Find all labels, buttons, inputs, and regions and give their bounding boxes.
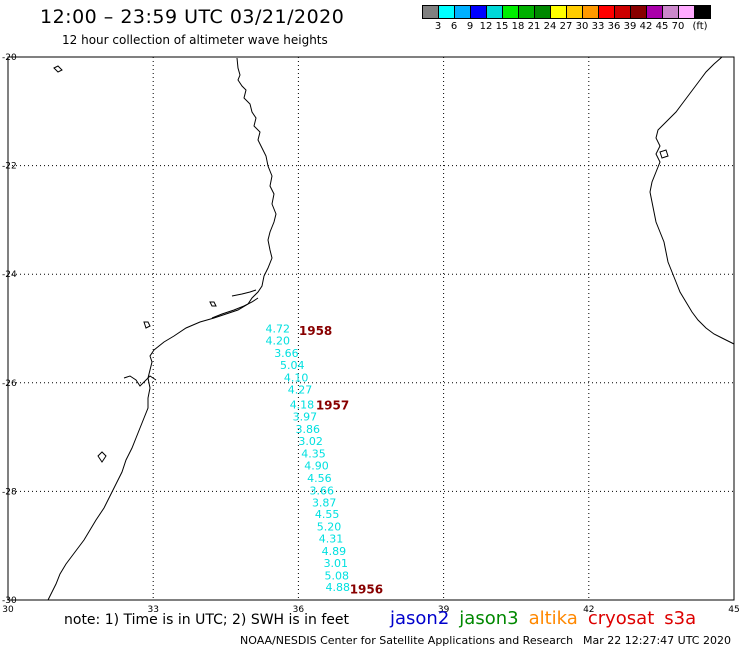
color-scale-label: 36	[607, 21, 621, 32]
longitude-tick-label: 33	[147, 605, 158, 615]
map-frame	[7, 56, 735, 601]
color-scale-label: (ft)	[692, 21, 708, 32]
color-scale-label: 45	[655, 21, 669, 32]
satellite-legend-jason3: jason3	[459, 608, 519, 629]
swh-value: 4.31	[319, 533, 344, 546]
pass-time-label: 1958	[299, 324, 332, 338]
swh-value: 4.18	[290, 399, 315, 412]
lake	[97, 451, 107, 463]
swh-value: 4.10	[284, 371, 309, 384]
latitude-tick-label: -30	[2, 596, 17, 606]
color-scale-label: 27	[559, 21, 573, 32]
swh-value: 4.27	[288, 383, 313, 396]
color-scale-label: 18	[511, 21, 525, 32]
island	[53, 65, 63, 73]
satellite-legend-jason2: jason2	[390, 608, 450, 629]
axis-labels: 30 33 36 39 42 45 -20 -22 -24 -26 -28 -30	[2, 53, 740, 615]
pass-time-label: 1957	[316, 399, 349, 413]
color-scale-label: 70	[671, 21, 685, 32]
color-scale	[422, 5, 711, 19]
color-swatch	[694, 5, 711, 19]
latitude-tick-label: -20	[2, 53, 17, 63]
island	[209, 301, 217, 307]
swh-value: 3.66	[310, 484, 335, 497]
color-scale-label: 42	[639, 21, 653, 32]
color-scale-label: 12	[479, 21, 493, 32]
longitude-tick-label: 42	[583, 605, 594, 615]
swh-value: 4.72	[265, 323, 290, 336]
longitude-tick-label: 45	[728, 605, 739, 615]
swh-value: 4.89	[322, 545, 347, 558]
africa-coastline	[47, 57, 277, 601]
color-scale-label: 30	[575, 21, 589, 32]
latitude-tick-label: -22	[2, 162, 17, 172]
coastline-bay	[211, 297, 259, 319]
color-scale-label: 3	[434, 21, 442, 32]
grid-lines	[8, 57, 734, 600]
island	[143, 321, 151, 329]
swh-value: 4.55	[315, 508, 340, 521]
swh-value: 4.56	[307, 472, 332, 485]
generation-timestamp: Mar 22 12:27:47 UTC 2020	[583, 634, 731, 647]
swh-value: 3.01	[324, 557, 349, 570]
longitude-tick-label: 30	[2, 605, 14, 615]
swh-value: 4.20	[265, 334, 290, 347]
madagascar-coastline	[649, 56, 735, 345]
swh-value: 5.08	[325, 570, 350, 583]
color-scale-label: 9	[466, 21, 474, 32]
pass-time-labels: 1958 1957 1956	[299, 324, 383, 596]
swh-value: 4.88	[326, 581, 351, 594]
longitude-tick-label: 39	[438, 605, 450, 615]
swh-value: 5.04	[280, 359, 305, 372]
swh-value: 3.87	[312, 496, 337, 509]
color-scale-labels: 3 6 9 12 15 18 21 24 27 30 33 36 39 42 45 70 (ft)	[422, 21, 740, 35]
page-title: 12:00 – 23:59 UTC 03/21/2020	[40, 6, 345, 28]
swh-readings: 4.724.203.665.044.104.274.183.973.863.02…	[265, 323, 350, 594]
satellite-legend-altika: altika	[528, 608, 578, 629]
pass-time-label: 1956	[350, 583, 383, 597]
latitude-tick-label: -24	[2, 270, 17, 280]
swh-value: 3.66	[274, 347, 299, 360]
swh-value: 4.35	[301, 447, 326, 460]
latitude-tick-label: -28	[2, 487, 17, 497]
page-subtitle: 12 hour collection of altimeter wave hei…	[62, 33, 328, 47]
color-scale-label: 39	[623, 21, 637, 32]
satellite-legend: jason2 jason3 altika cryosat s3a	[390, 608, 706, 629]
color-scale-label: 21	[527, 21, 541, 32]
swh-value: 5.20	[317, 521, 342, 534]
coastline-inlet	[123, 375, 157, 387]
coastline-detail	[231, 289, 257, 297]
swh-value: 4.90	[304, 459, 329, 472]
color-scale-label: 15	[495, 21, 509, 32]
latitude-tick-label: -26	[2, 379, 17, 389]
swh-value: 3.86	[295, 423, 320, 436]
madagascar-islet	[659, 149, 669, 159]
color-scale-label: 33	[591, 21, 605, 32]
color-scale-label: 24	[543, 21, 557, 32]
longitude-tick-label: 36	[293, 605, 305, 615]
credit-line: NOAA/NESDIS Center for Satellite Applica…	[240, 634, 574, 647]
satellite-legend-s3a: s3a	[664, 608, 697, 629]
footnote: note: 1) Time is in UTC; 2) SWH is in fe…	[64, 612, 350, 628]
satellite-legend-cryosat: cryosat	[587, 608, 655, 629]
swh-value: 3.97	[293, 410, 318, 423]
swh-value: 3.02	[298, 435, 323, 448]
color-scale-label: 6	[450, 21, 458, 32]
